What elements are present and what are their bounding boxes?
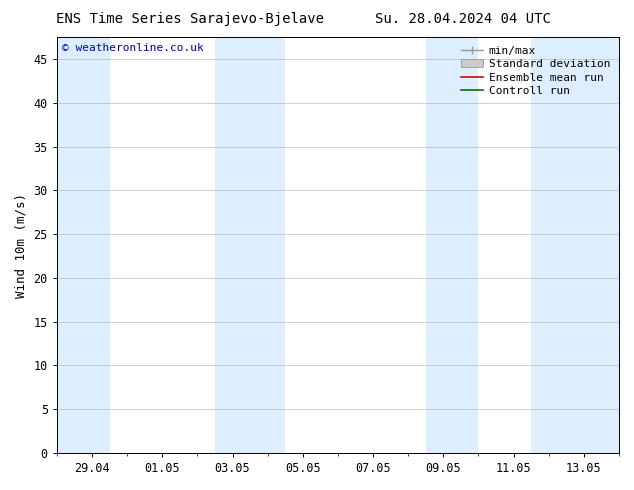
Bar <box>57 37 110 453</box>
Bar <box>531 37 619 453</box>
Bar <box>215 37 285 453</box>
Bar <box>426 37 479 453</box>
Y-axis label: Wind 10m (m/s): Wind 10m (m/s) <box>15 193 28 297</box>
Text: © weatheronline.co.uk: © weatheronline.co.uk <box>63 43 204 53</box>
Text: Su. 28.04.2024 04 UTC: Su. 28.04.2024 04 UTC <box>375 12 551 26</box>
Legend: min/max, Standard deviation, Ensemble mean run, Controll run: min/max, Standard deviation, Ensemble me… <box>458 43 614 99</box>
Text: ENS Time Series Sarajevo-Bjelave: ENS Time Series Sarajevo-Bjelave <box>56 12 324 26</box>
